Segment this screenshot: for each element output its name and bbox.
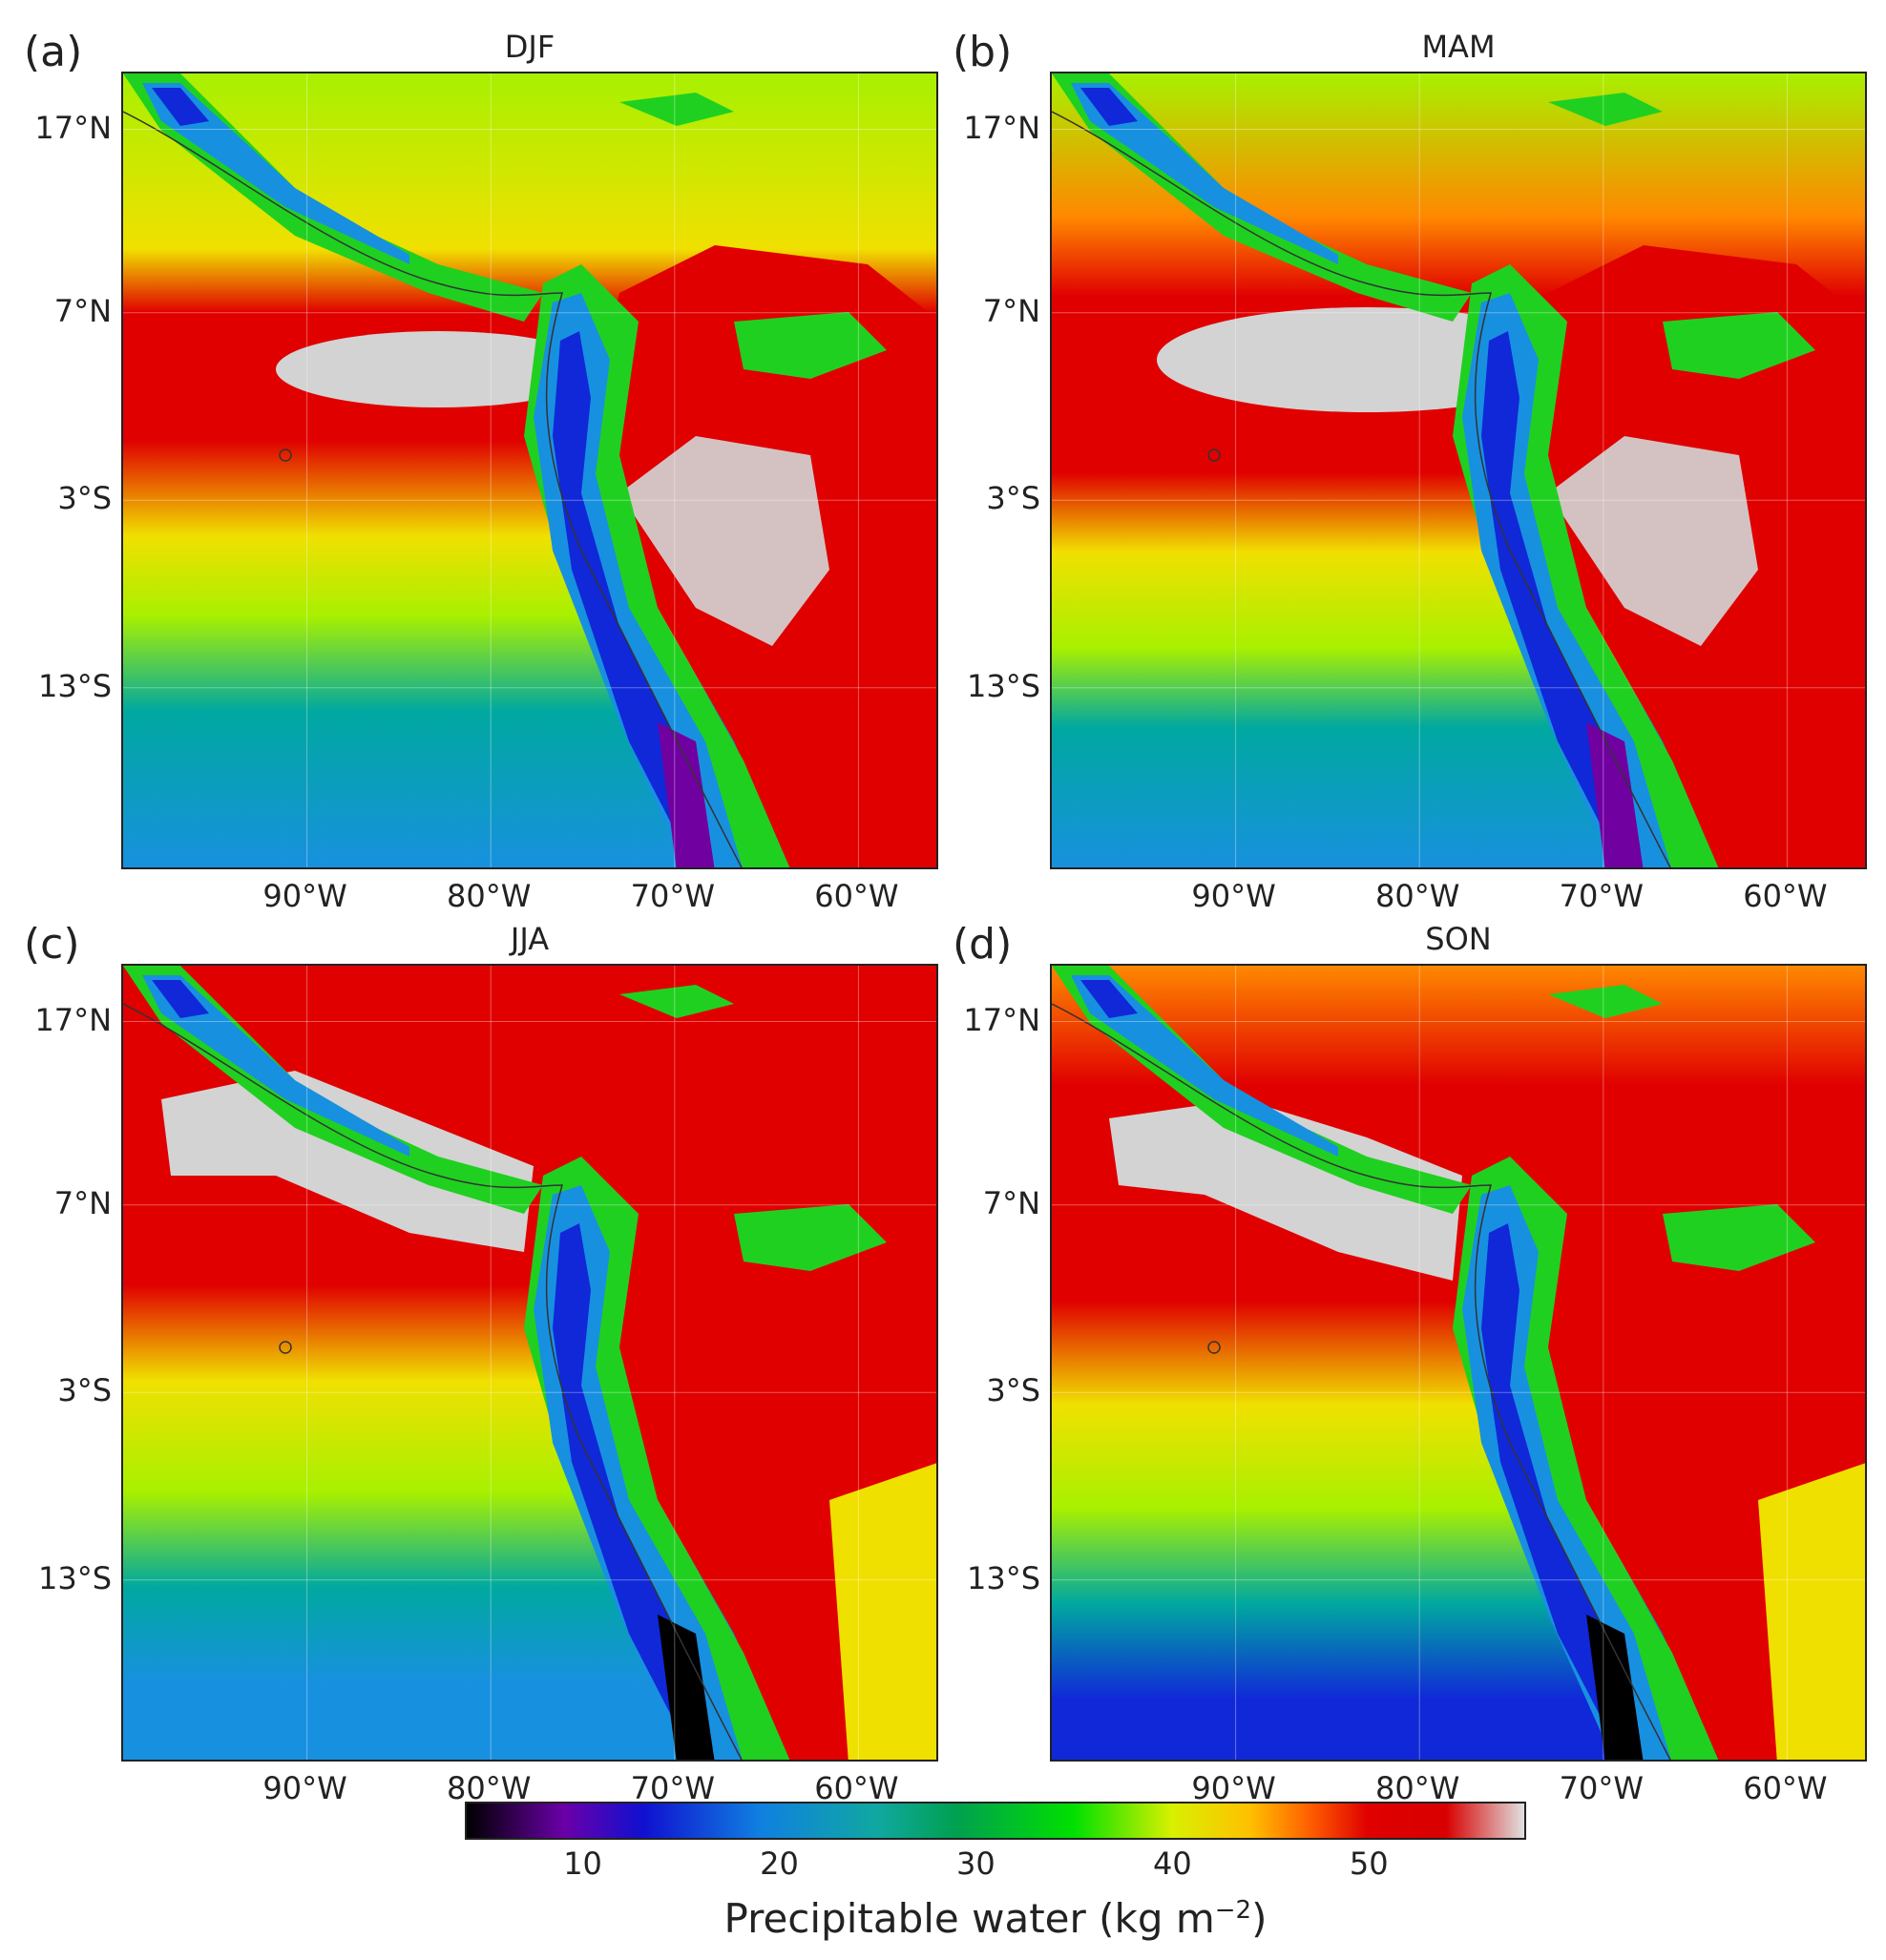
map-svg [123, 73, 936, 867]
precipitable-water-map [121, 964, 938, 1762]
coastline [123, 111, 743, 867]
longitude-tick-label: 90°W [1191, 1770, 1276, 1806]
graticule [1052, 73, 1865, 867]
longitude-tick-label: 80°W [447, 878, 532, 914]
coastline [1052, 1003, 1671, 1760]
longitude-tick-label: 80°W [447, 1770, 532, 1806]
latitude-tick-label: 7°N [982, 292, 1040, 329]
latitude-tick-label: 13°S [37, 1559, 112, 1596]
latitude-tick-label: 3°S [986, 480, 1040, 517]
colorbar-label-exponent: −2 [1214, 1896, 1252, 1925]
land-regions [123, 73, 936, 867]
ocean-max-region [276, 331, 600, 407]
colorbar-label-close: ) [1251, 1895, 1268, 1942]
colorbar-tick-label: 50 [1349, 1845, 1389, 1882]
latitude-tick-label: 13°S [966, 1559, 1040, 1596]
longitude-tick-label: 70°W [630, 1770, 715, 1806]
longitude-tick-label: 70°W [630, 878, 715, 914]
colorbar-tick-label: 40 [1152, 1845, 1192, 1882]
longitude-tick-label: 80°W [1375, 1770, 1460, 1806]
colorbar-tick-label: 20 [760, 1845, 799, 1882]
longitude-tick-label: 90°W [262, 878, 347, 914]
longitude-tick-label: 70°W [1559, 878, 1644, 914]
latitude-tick-label: 17°N [963, 1001, 1040, 1038]
precipitable-water-map [1050, 72, 1867, 869]
longitude-tick-label: 80°W [1375, 878, 1460, 914]
galapagos-islands [1207, 448, 1221, 462]
graticule [1052, 966, 1865, 1760]
latitude-tick-label: 7°N [53, 1184, 112, 1221]
graticule [123, 73, 936, 867]
land-regions [123, 966, 936, 1760]
galapagos-islands [279, 448, 292, 462]
galapagos-islands [1207, 1341, 1221, 1354]
graticule [123, 966, 936, 1760]
longitude-tick-label: 90°W [262, 1770, 347, 1806]
colorbar-tick-label: 10 [563, 1845, 602, 1882]
longitude-tick-label: 60°W [814, 878, 899, 914]
ocean-max-region [161, 1071, 534, 1252]
longitude-tick-label: 90°W [1191, 878, 1276, 914]
longitude-tick-label: 60°W [1743, 1770, 1828, 1806]
panel-title: SON [1425, 921, 1492, 957]
panel-letter: (d) [953, 920, 1013, 969]
longitude-tick-label: 60°W [1743, 878, 1828, 914]
latitude-tick-label: 3°S [986, 1372, 1040, 1409]
panel-title: MAM [1421, 29, 1496, 65]
colorbar-tick-label: 30 [956, 1845, 995, 1882]
latitude-tick-label: 3°S [57, 1372, 112, 1409]
colorbar-label-text: Precipitable water (kg m [723, 1895, 1215, 1942]
precipitable-water-map [121, 72, 938, 869]
longitude-tick-label: 60°W [814, 1770, 899, 1806]
latitude-tick-label: 13°S [966, 667, 1040, 704]
panel-title: JJA [510, 921, 550, 957]
longitude-tick-label: 70°W [1559, 1770, 1644, 1806]
latitude-tick-label: 3°S [57, 480, 112, 517]
panel-letter: (a) [24, 28, 83, 76]
panel-letter: (c) [24, 920, 80, 969]
coastline [123, 1003, 743, 1760]
latitude-tick-label: 17°N [34, 1001, 112, 1038]
ocean-max-region [1109, 1099, 1462, 1281]
land-regions [1052, 966, 1865, 1760]
latitude-tick-label: 17°N [34, 109, 112, 146]
precipitable-water-map [1050, 964, 1867, 1762]
colorbar-label: Precipitable water (kg m−2) [465, 1895, 1526, 1942]
latitude-tick-label: 7°N [53, 292, 112, 329]
coastline [1052, 111, 1671, 867]
land-regions [1052, 73, 1865, 867]
latitude-tick-label: 17°N [963, 109, 1040, 146]
colorbar [465, 1802, 1526, 1840]
map-svg [1052, 966, 1865, 1760]
map-svg [1052, 73, 1865, 867]
panel-title: DJF [504, 29, 555, 65]
panel-letter: (b) [953, 28, 1013, 76]
map-svg [123, 966, 936, 1760]
latitude-tick-label: 7°N [982, 1184, 1040, 1221]
galapagos-islands [279, 1341, 292, 1354]
latitude-tick-label: 13°S [37, 667, 112, 704]
